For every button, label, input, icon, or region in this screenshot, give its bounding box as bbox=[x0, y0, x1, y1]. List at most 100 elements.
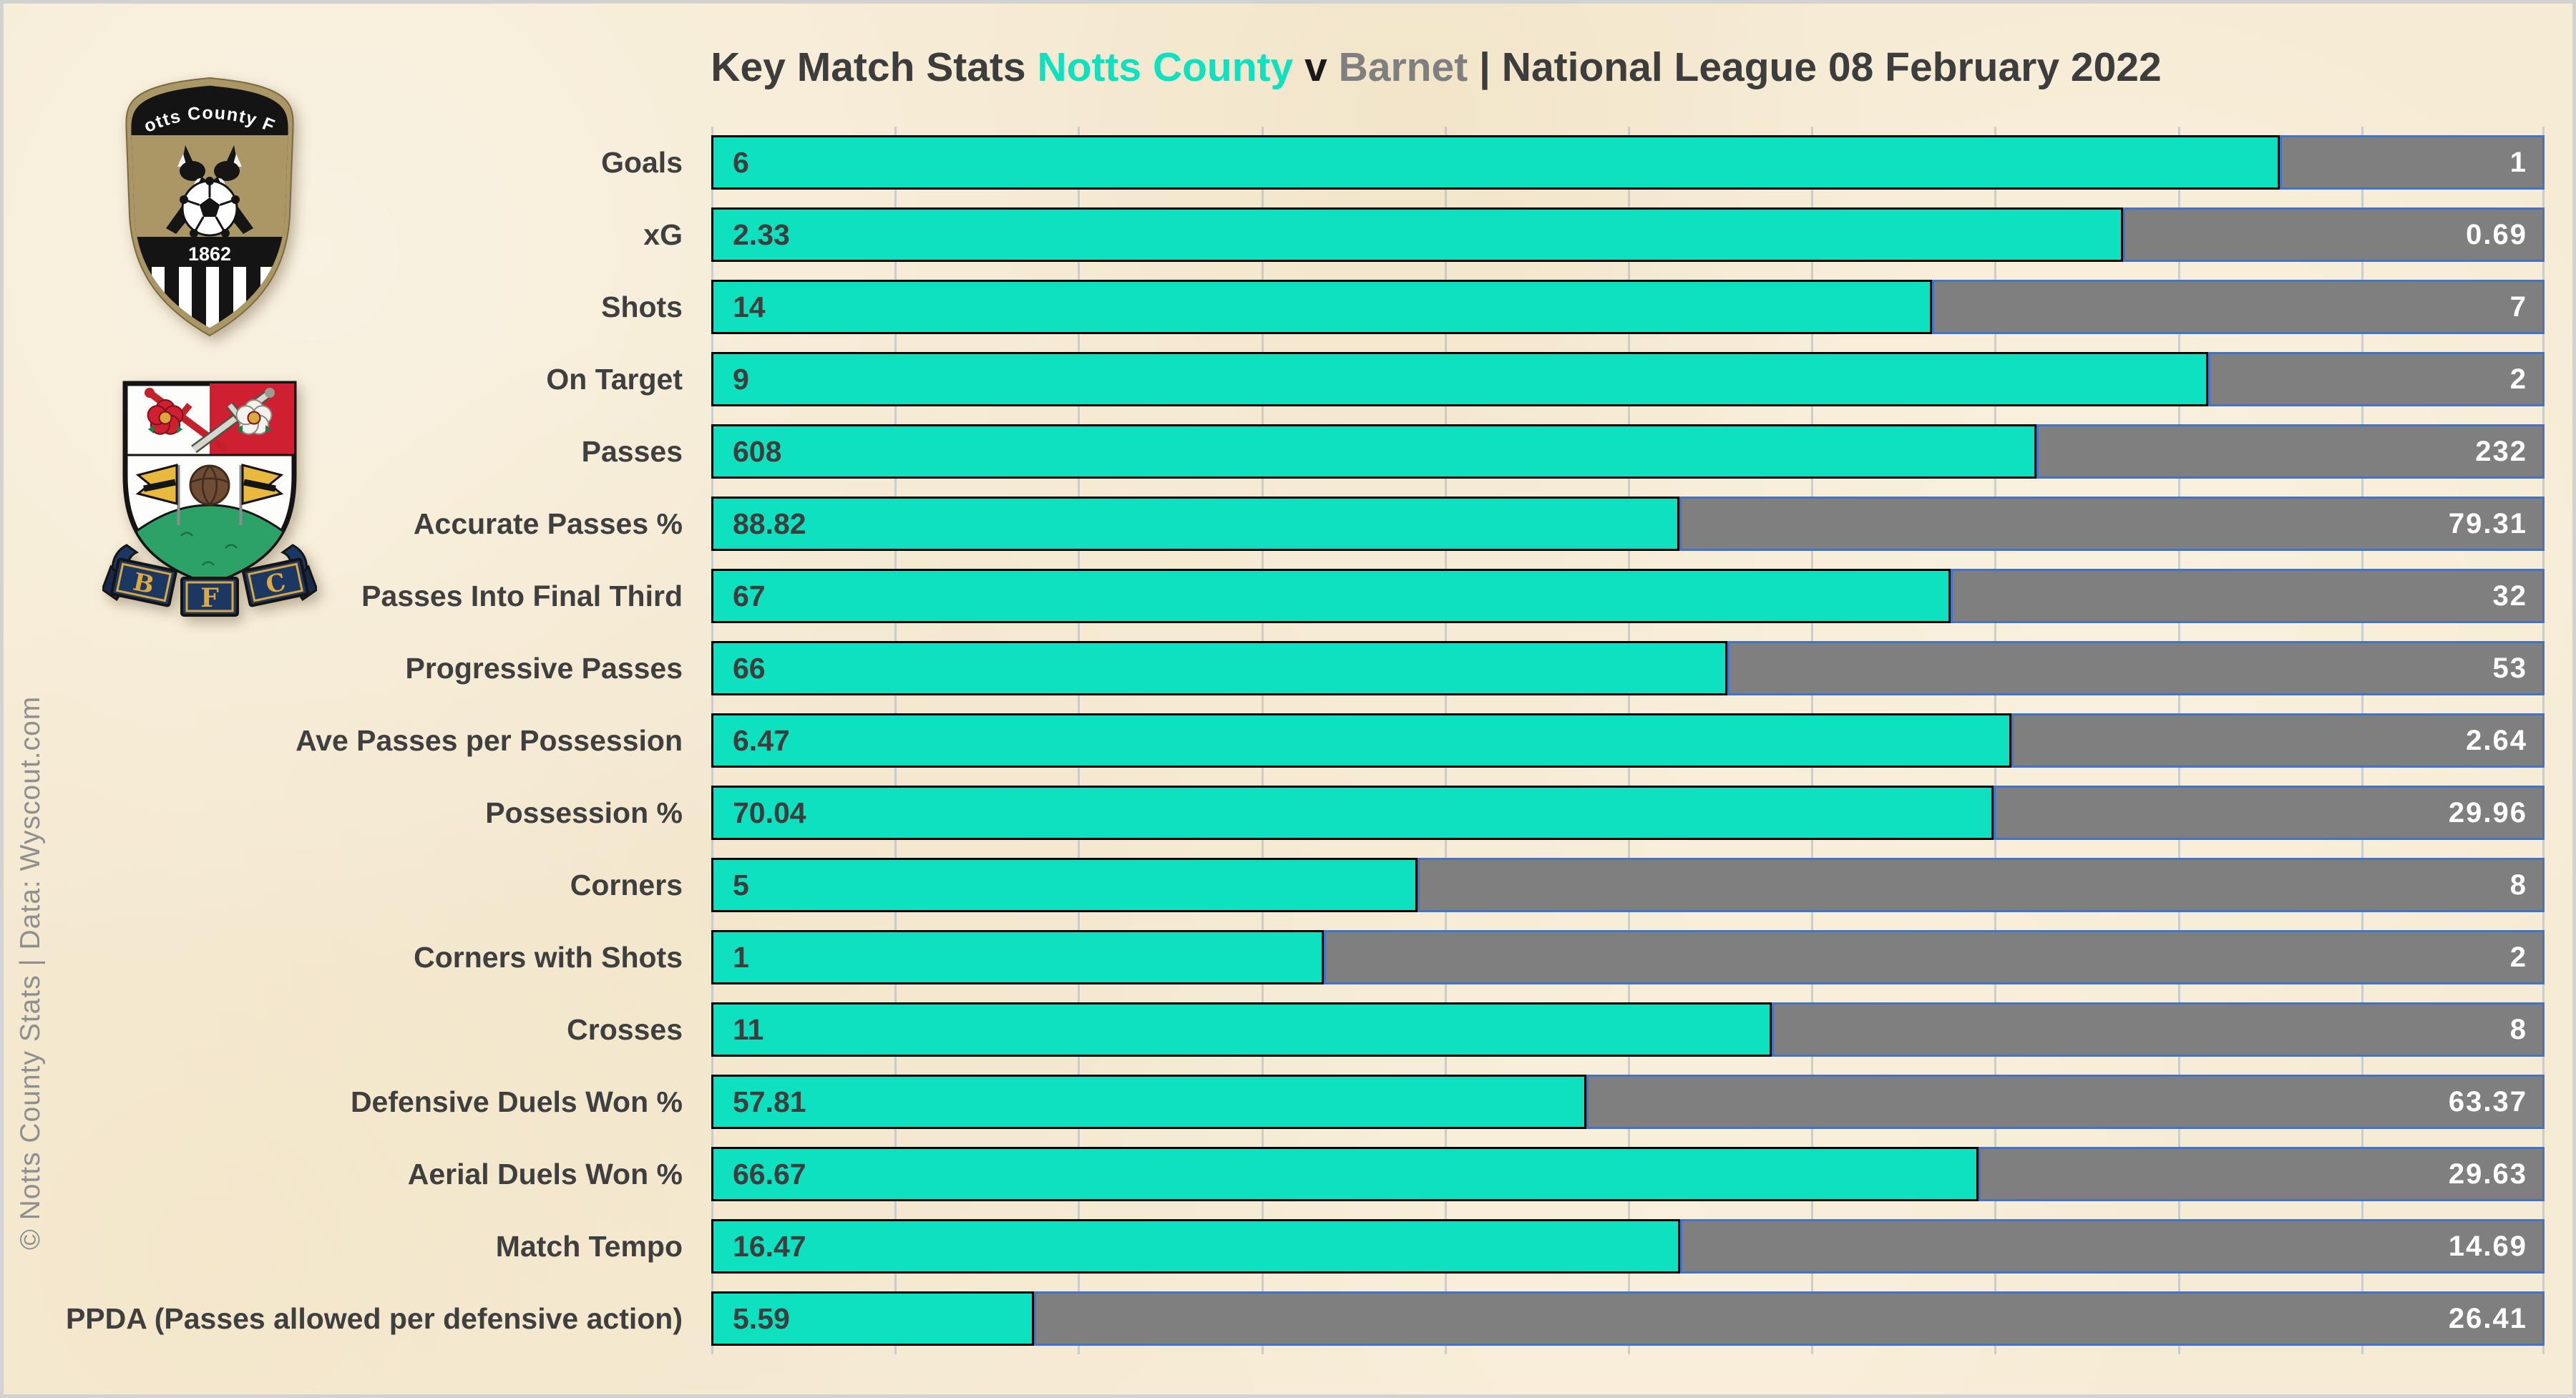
nc-football bbox=[180, 177, 240, 238]
nc-founded-year: 1862 bbox=[188, 243, 231, 265]
bfc-grass-tufts bbox=[180, 532, 238, 566]
stat-row: Accurate Passes % 88.82 79.31 bbox=[4, 497, 2545, 551]
away-bar: 63.37 bbox=[1586, 1075, 2545, 1129]
away-value: 14.69 bbox=[2448, 1230, 2527, 1262]
stat-label: xG bbox=[643, 217, 683, 251]
away-bar: 2 bbox=[1324, 930, 2545, 984]
away-value: 32 bbox=[2492, 580, 2527, 612]
home-bar: 9 bbox=[711, 352, 2209, 406]
away-bar: 53 bbox=[1727, 641, 2545, 695]
stat-label: Crosses bbox=[567, 1012, 683, 1046]
bar-track: 57.81 63.37 bbox=[711, 1075, 2545, 1129]
away-value: 232 bbox=[2475, 435, 2527, 467]
away-bar: 79.31 bbox=[1679, 497, 2545, 551]
home-bar: 6 bbox=[711, 135, 2280, 190]
away-value: 0.69 bbox=[2466, 218, 2527, 250]
stat-label: PPDA (Passes allowed per defensive actio… bbox=[65, 1301, 683, 1335]
stat-row: Corners with Shots 1 2 bbox=[4, 930, 2545, 984]
stat-row: Possession % 70.04 29.96 bbox=[4, 786, 2545, 840]
away-value: 7 bbox=[2509, 290, 2527, 323]
stat-row: Ave Passes per Possession 6.47 2.64 bbox=[4, 713, 2545, 768]
home-bar: 66 bbox=[711, 641, 1728, 695]
away-value: 2 bbox=[2509, 363, 2527, 395]
away-value: 8 bbox=[2509, 1013, 2527, 1045]
home-value: 6.47 bbox=[733, 723, 790, 757]
title-versus: v bbox=[1304, 44, 1327, 90]
barnet-crest-logo: B C F bbox=[102, 375, 317, 617]
home-bar: 2.33 bbox=[711, 207, 2124, 262]
bfc-ribbon-center: F bbox=[180, 577, 239, 617]
bar-track: 14 7 bbox=[711, 280, 2545, 334]
away-bar: 32 bbox=[1950, 569, 2545, 623]
home-bar: 608 bbox=[711, 424, 2036, 479]
bar-track: 5 8 bbox=[711, 858, 2545, 912]
notts-county-crest-logo: Notts County FC 1862 bbox=[116, 75, 294, 336]
stat-label: Accurate Passes % bbox=[413, 507, 683, 540]
stat-row: xG 2.33 0.69 bbox=[4, 207, 2545, 262]
away-bar: 26.41 bbox=[1034, 1291, 2545, 1346]
bar-track: 6 1 bbox=[711, 135, 2545, 190]
stat-label: Goals bbox=[601, 145, 683, 179]
bar-track: 6.47 2.64 bbox=[711, 713, 2545, 768]
stat-label: Match Tempo bbox=[495, 1229, 683, 1263]
stat-row: On Target 9 2 bbox=[4, 352, 2545, 406]
bar-track: 88.82 79.31 bbox=[711, 497, 2545, 551]
away-value: 29.63 bbox=[2448, 1158, 2527, 1190]
home-value: 6 bbox=[733, 145, 749, 179]
home-value: 66 bbox=[733, 651, 766, 685]
away-value: 79.31 bbox=[2448, 507, 2527, 539]
stat-label: Corners with Shots bbox=[414, 940, 683, 974]
stat-label: Progressive Passes bbox=[405, 651, 683, 685]
home-bar: 1 bbox=[711, 930, 1324, 984]
home-bar: 11 bbox=[711, 1002, 1772, 1057]
stat-row: Match Tempo 16.47 14.69 bbox=[4, 1219, 2545, 1274]
bfc-white-rose bbox=[235, 399, 273, 435]
bar-track: 2.33 0.69 bbox=[711, 207, 2545, 262]
bar-track: 608 232 bbox=[711, 424, 2545, 479]
home-bar: 14 bbox=[711, 280, 1932, 334]
stat-row: PPDA (Passes allowed per defensive actio… bbox=[4, 1291, 2545, 1346]
home-bar: 70.04 bbox=[711, 786, 1994, 840]
home-value: 9 bbox=[733, 362, 749, 396]
bar-track: 16.47 14.69 bbox=[711, 1219, 2545, 1274]
bar-track: 70.04 29.96 bbox=[711, 786, 2545, 840]
stat-row: Crosses 11 8 bbox=[4, 1002, 2545, 1057]
stat-row: Passes 608 232 bbox=[4, 424, 2545, 479]
stat-row: Aerial Duels Won % 66.67 29.63 bbox=[4, 1147, 2545, 1201]
away-value: 8 bbox=[2509, 869, 2527, 901]
home-bar: 66.67 bbox=[711, 1147, 1979, 1201]
title-home-team: Notts County bbox=[1037, 44, 1294, 90]
bar-track: 5.59 26.41 bbox=[711, 1291, 2545, 1346]
stat-row: Corners 5 8 bbox=[4, 858, 2545, 912]
away-bar: 29.96 bbox=[1994, 786, 2545, 840]
bfc-ribbon-left: B bbox=[110, 557, 177, 607]
home-value: 5.59 bbox=[733, 1301, 790, 1335]
bar-track: 1 2 bbox=[711, 930, 2545, 984]
away-bar: 8 bbox=[1417, 858, 2545, 912]
home-bar: 5 bbox=[711, 858, 1418, 912]
away-bar: 2.64 bbox=[2011, 713, 2545, 768]
away-bar: 29.63 bbox=[1979, 1147, 2545, 1201]
title-prefix: Key Match Stats bbox=[711, 44, 1026, 90]
stat-label: Aerial Duels Won % bbox=[407, 1157, 683, 1191]
stat-label: Shots bbox=[601, 290, 683, 323]
stat-label: Corners bbox=[570, 868, 683, 901]
bar-track: 11 8 bbox=[711, 1002, 2545, 1057]
home-value: 14 bbox=[733, 290, 766, 323]
bfc-ribbon-right: C bbox=[242, 557, 309, 607]
bar-track: 66 53 bbox=[711, 641, 2545, 695]
stat-row: Defensive Duels Won % 57.81 63.37 bbox=[4, 1075, 2545, 1129]
page-title: Key Match Stats Notts County v Barnet | … bbox=[711, 45, 2161, 90]
home-value: 66.67 bbox=[733, 1157, 806, 1191]
home-value: 1 bbox=[733, 940, 749, 974]
home-value: 16.47 bbox=[733, 1229, 806, 1263]
home-value: 57.81 bbox=[733, 1085, 806, 1118]
bfc-football bbox=[189, 464, 230, 506]
bfc-red-rose bbox=[147, 399, 184, 435]
home-value: 608 bbox=[733, 434, 782, 468]
stat-row: Shots 14 7 bbox=[4, 280, 2545, 334]
bar-track: 66.67 29.63 bbox=[711, 1147, 2545, 1201]
stat-row: Goals 6 1 bbox=[4, 135, 2545, 190]
away-bar: 8 bbox=[1772, 1002, 2545, 1057]
